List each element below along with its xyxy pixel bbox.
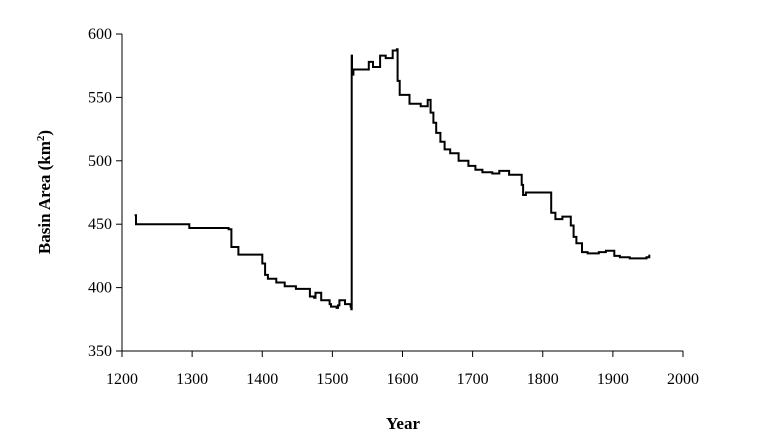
- y-tick-label: 550: [88, 89, 112, 106]
- x-tick-label: 1800: [527, 371, 559, 388]
- y-tick-label: 600: [88, 26, 112, 43]
- y-tick-label: 400: [88, 280, 112, 297]
- y-axis-title-superscript: 2: [35, 135, 47, 141]
- y-axis-title-main: Basin Area (km: [35, 141, 54, 254]
- y-tick-label: 350: [88, 343, 112, 360]
- y-axis-ticks: 350 400 450 500 550 600: [88, 26, 122, 360]
- x-tick-label: 1900: [597, 371, 629, 388]
- x-axis-ticks: 1200 1300 1400 1500 1600 1700 1800 1900 2000: [106, 351, 699, 388]
- x-tick-label: 1600: [387, 371, 419, 388]
- series-line-basin-area: [134, 48, 651, 311]
- x-tick-label: 1200: [106, 371, 138, 388]
- x-tick-label: 1700: [457, 371, 489, 388]
- y-tick-label: 450: [88, 216, 112, 233]
- y-axis-title: Basin Area (km2): [35, 130, 54, 254]
- x-tick-label: 1500: [316, 371, 348, 388]
- y-tick-label: 500: [88, 153, 112, 170]
- x-axis-title: Year: [386, 414, 420, 433]
- x-tick-label: 2000: [667, 371, 699, 388]
- y-axis-title-suffix: ): [35, 130, 54, 136]
- x-tick-label: 1300: [176, 371, 208, 388]
- x-tick-label: 1400: [246, 371, 278, 388]
